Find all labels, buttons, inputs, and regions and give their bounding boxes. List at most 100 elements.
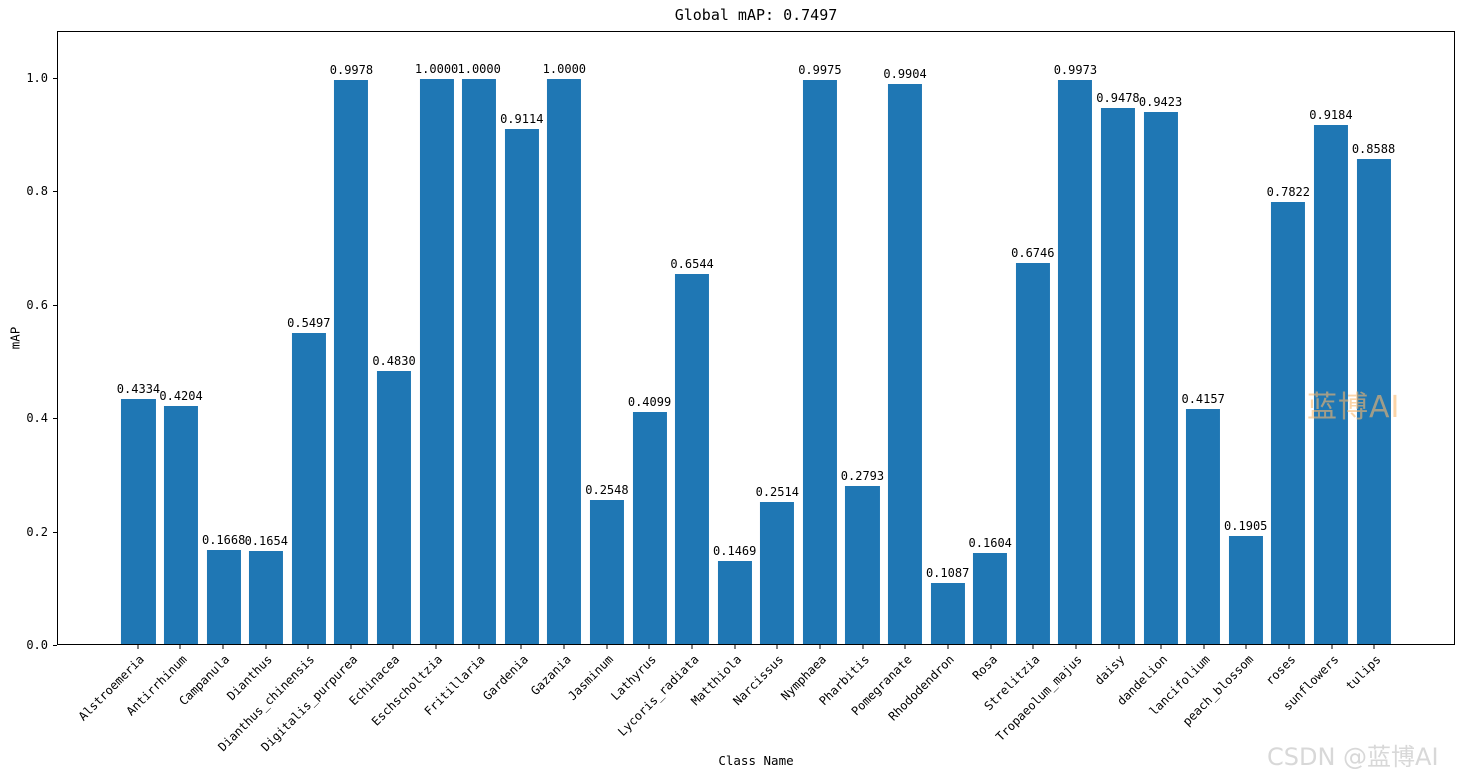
bar-value-label: 0.4099	[627, 395, 672, 410]
bar-value-label: 0.5497	[287, 316, 331, 331]
y-tick-label: 0.6	[26, 297, 48, 312]
bar-value-label: 0.1604	[968, 536, 1012, 551]
x-tick-mark	[478, 645, 480, 649]
bar-value-label: 0.8588	[1351, 141, 1396, 156]
bar	[504, 128, 539, 644]
chart-title: Global mAP: 0.7497	[674, 6, 838, 24]
bar-value-label: 1.0000	[414, 61, 459, 76]
y-tick-mark	[53, 191, 57, 193]
bar-value-label: 0.2514	[755, 484, 799, 499]
x-tick-mark	[307, 645, 309, 649]
x-axis-label: Class Name	[718, 753, 794, 768]
bar	[1313, 125, 1348, 644]
bar	[376, 371, 412, 644]
bar	[1271, 201, 1306, 644]
x-tick-mark	[691, 645, 693, 649]
y-tick-label: 0.8	[26, 184, 48, 199]
bar	[334, 80, 369, 644]
bar	[930, 582, 965, 644]
x-tick-label: Tropaeolum_majus	[993, 652, 1086, 744]
bar-value-label: 0.9184	[1309, 108, 1353, 123]
x-tick-label: Rosa	[969, 652, 1000, 683]
x-tick-label: Gardenia	[479, 652, 531, 704]
bar-value-label: 1.0000	[457, 61, 501, 76]
bar	[717, 561, 752, 644]
bar	[206, 549, 241, 644]
bar	[1100, 108, 1136, 644]
bar	[1356, 158, 1391, 644]
x-tick-label: Jasminum	[565, 652, 616, 704]
bar	[675, 274, 710, 644]
bar-value-label: 0.9423	[1138, 94, 1183, 109]
x-tick-mark	[862, 645, 864, 649]
bar	[589, 500, 624, 644]
x-tick-mark	[1075, 645, 1077, 649]
bar	[164, 406, 199, 644]
bar-value-label: 0.9114	[500, 111, 544, 126]
bar	[1228, 536, 1263, 644]
x-tick-mark	[435, 645, 437, 649]
x-tick-label: roses	[1262, 652, 1299, 688]
bar	[1058, 80, 1093, 644]
y-tick-mark	[53, 531, 57, 533]
bar-value-label: 0.1668	[201, 532, 246, 547]
x-tick-mark	[1373, 645, 1375, 649]
bar	[291, 333, 326, 644]
y-tick-mark	[53, 418, 57, 420]
bar	[1186, 409, 1221, 644]
y-tick-label: 0.0	[26, 638, 48, 652]
bar	[888, 84, 923, 644]
bar-value-label: 0.2793	[840, 469, 885, 484]
x-tick-mark	[350, 645, 352, 649]
x-tick-mark	[1118, 645, 1119, 649]
y-tick-label: 1.0	[26, 71, 48, 86]
bar	[632, 412, 667, 644]
y-tick-mark	[53, 645, 57, 646]
bar	[1143, 111, 1178, 644]
bar	[802, 80, 837, 644]
bar-value-label: 0.1654	[244, 533, 288, 548]
x-tick-mark	[222, 645, 224, 649]
x-tick-mark	[1331, 645, 1333, 649]
bar-value-label: 0.4157	[1181, 392, 1225, 407]
x-tick-mark	[265, 645, 267, 649]
bar-value-label: 0.6746	[1011, 245, 1055, 260]
x-tick-mark	[179, 645, 181, 649]
y-axis: 0.0 0.2 0.4 0.6 0.8 1.0	[0, 31, 57, 652]
bar-value-label: 1.0000	[542, 61, 587, 76]
bar-value-label: 0.1087	[925, 565, 970, 580]
bar	[121, 399, 156, 644]
x-tick-label: Lycoris_radiata	[614, 652, 702, 739]
x-tick-label: daisy	[1092, 652, 1128, 688]
x-tick-mark	[1160, 645, 1162, 649]
bar	[760, 501, 795, 644]
bar-value-label: 0.2548	[585, 483, 629, 498]
bar	[462, 78, 497, 644]
y-tick-label: 0.2	[26, 524, 48, 539]
bar	[973, 553, 1008, 644]
bar-value-label: 0.6544	[670, 257, 714, 272]
bar	[845, 486, 880, 644]
x-tick-mark	[648, 645, 650, 649]
x-tick-mark	[563, 645, 565, 649]
x-tick-mark	[776, 645, 778, 649]
bar-value-label: 0.1469	[713, 544, 757, 558]
bar	[547, 78, 582, 644]
bar	[419, 78, 454, 644]
x-tick-mark	[734, 645, 736, 649]
bar-value-label: 0.1905	[1224, 519, 1268, 534]
x-tick-mark	[520, 645, 522, 649]
y-tick-label: 0.4	[26, 411, 48, 426]
x-tick-mark	[1245, 645, 1247, 649]
bar-value-label: 0.7822	[1266, 184, 1311, 199]
x-tick-mark	[606, 645, 608, 649]
watermark-csdn: CSDN @蓝博AI	[1267, 743, 1439, 771]
bar-value-label: 0.4830	[372, 354, 416, 369]
bar	[1015, 262, 1050, 644]
watermark-overlay: 蓝博AI	[1307, 390, 1401, 425]
y-tick-mark	[53, 78, 57, 80]
x-tick-mark	[392, 645, 394, 649]
bar-value-label: 0.9904	[883, 67, 927, 82]
x-tick-mark	[990, 645, 992, 649]
